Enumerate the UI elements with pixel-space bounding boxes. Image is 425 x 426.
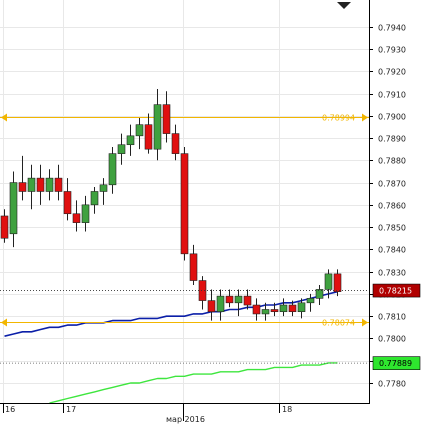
- candle-body-bull: [135, 124, 144, 137]
- candle-body-bear: [0, 215, 9, 239]
- price-tick-label: 0.7910: [378, 91, 406, 100]
- green-moving-average: [49, 362, 338, 404]
- candle-body-bear: [207, 300, 216, 313]
- price-tick-label: 0.7870: [378, 180, 406, 189]
- price-tick-label: 0.7780: [378, 380, 406, 389]
- time-label: 16: [5, 405, 15, 414]
- candle-body-bull: [108, 153, 117, 186]
- candles: [0, 89, 342, 321]
- blue-ma-line: [4, 290, 338, 337]
- level-line-left-arrow-icon: [1, 113, 7, 122]
- price-tick-label: 0.7880: [378, 157, 406, 166]
- candle-body-bear: [72, 213, 81, 223]
- indicator-price-tag: [372, 356, 421, 370]
- candle-body-bull: [117, 144, 126, 154]
- price-tick-label: 0.7850: [378, 224, 406, 233]
- price-tick-label: 0.7940: [378, 24, 406, 33]
- candle-body-bull: [315, 289, 324, 299]
- chart-menu-arrow-icon[interactable]: [337, 2, 351, 9]
- candle-body-bull: [153, 104, 162, 150]
- candle-body-bull: [261, 309, 270, 315]
- candle-body-bull: [126, 135, 135, 146]
- candle-body-bull: [234, 295, 243, 304]
- candle-body-bear: [171, 133, 180, 154]
- candle-body-bull: [99, 184, 108, 192]
- candle-body-bear: [144, 124, 153, 150]
- level-line-right-arrow-icon: [362, 318, 368, 327]
- candle-body-bear: [54, 177, 63, 192]
- candle-body-bear: [252, 304, 261, 315]
- candle-body-bull: [90, 191, 99, 206]
- candle-body-bear: [333, 273, 342, 292]
- price-tick-label: 0.7800: [378, 335, 406, 344]
- candle-body-bear: [270, 309, 279, 313]
- blue-moving-average: [4, 290, 338, 337]
- candle-body-bear: [63, 191, 72, 215]
- level-line-label: 0.78994: [322, 114, 355, 123]
- candle-body-bull: [216, 295, 225, 313]
- level-line-right-arrow-icon: [362, 113, 368, 122]
- candle-body-bear: [18, 182, 27, 192]
- price-tick-label: 0.7860: [378, 202, 406, 211]
- candle-body-bear: [162, 104, 171, 134]
- current-price-tag: [372, 283, 421, 298]
- price-tick-label: 0.7920: [378, 68, 406, 77]
- candle-body-bear: [189, 253, 198, 281]
- price-tick-label: 0.7810: [378, 313, 406, 322]
- candle-body-bull: [279, 304, 288, 313]
- candle-body-bull: [9, 182, 18, 235]
- candle-body-bear: [36, 177, 45, 192]
- axes: [0, 0, 370, 404]
- price-tag-label: 0.77889: [379, 359, 412, 368]
- price-tick-label: 0.7890: [378, 135, 406, 144]
- candle-body-bear: [225, 295, 234, 304]
- price-tick-label: 0.7840: [378, 246, 406, 255]
- price-tag-label: 0.78215: [379, 287, 412, 296]
- price-tick-label: 0.7830: [378, 269, 406, 278]
- candle-body-bear: [180, 153, 189, 255]
- level-line-left-arrow-icon: [1, 318, 7, 327]
- candle-body-bear: [243, 295, 252, 306]
- candle-body-bull: [324, 273, 333, 290]
- time-label: 17: [66, 405, 76, 414]
- candle-body-bull: [297, 302, 306, 313]
- price-tags: 0.78215 0.77889: [0, 283, 421, 370]
- level-line-label: 0.78074: [322, 319, 355, 328]
- candle-body-bull: [27, 177, 36, 192]
- candle-body-bull: [45, 177, 54, 192]
- candle-body-bull: [81, 204, 90, 223]
- price-tick-label: 0.7900: [378, 113, 406, 122]
- candle-body-bull: [306, 298, 315, 304]
- price-tick-label: 0.7930: [378, 46, 406, 55]
- candle-body-bear: [288, 304, 297, 313]
- time-label: 18: [282, 405, 292, 414]
- green-ma-line: [49, 362, 338, 404]
- horizontal-level-lines[interactable]: 0.78994 0.78074: [0, 113, 369, 328]
- time-axis: 16 17 мар 2016 18: [3, 403, 292, 424]
- time-label: мар 2016: [166, 415, 205, 424]
